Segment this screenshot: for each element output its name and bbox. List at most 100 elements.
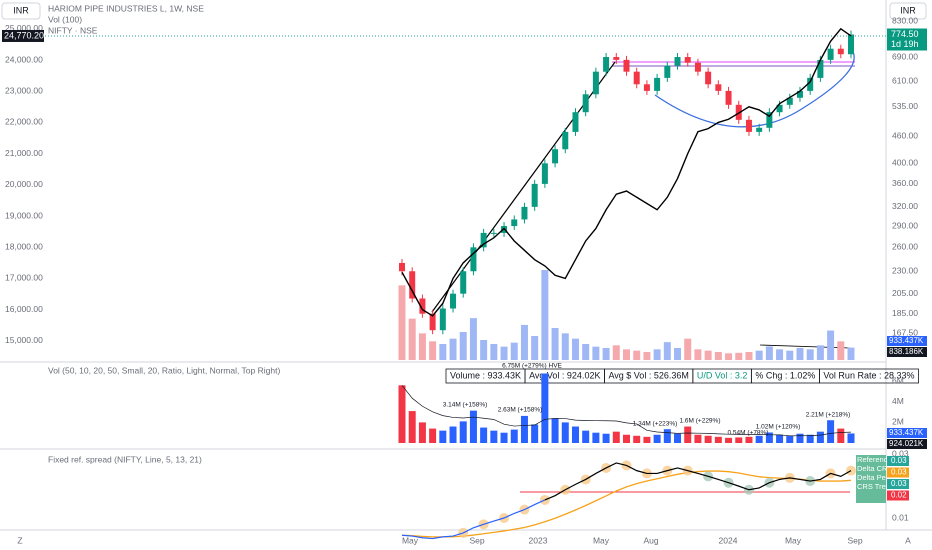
vol-pane-bar: [418, 422, 426, 443]
time-label: May: [402, 535, 419, 545]
volume-bar: [500, 346, 508, 360]
vol-pane-bar: [816, 431, 824, 443]
vol-stat: Volume : 933.43K: [450, 370, 521, 380]
volume-bar: [418, 333, 426, 360]
candle-body: [756, 127, 763, 132]
volume-bar: [561, 333, 569, 360]
vol-annotation: 1.34M (+223%): [633, 421, 678, 428]
vol-annotation: 1.02M (+120%): [756, 424, 801, 431]
volume-bar: [439, 344, 447, 360]
currency-button[interactable]: [889, 2, 927, 20]
last-label-bg: [2, 29, 44, 42]
right-tick-label: 290.00: [892, 220, 918, 230]
candle-body: [592, 71, 599, 95]
volume-bar: [816, 345, 824, 360]
vol-tick-label: 2M: [892, 417, 904, 427]
volume-bar: [469, 318, 477, 360]
volume-bar: [582, 344, 590, 360]
candle-body: [623, 59, 630, 72]
candle-body: [399, 262, 405, 272]
left-tick-label: 18,000.00: [5, 241, 43, 251]
currency-left[interactable]: INR: [13, 5, 29, 15]
vol-pane-bar: [408, 411, 416, 443]
candle-body: [745, 119, 752, 132]
candle-body: [633, 71, 640, 85]
currency-right[interactable]: INR: [900, 5, 916, 15]
left-tick-label: 25,000.00: [5, 23, 43, 33]
volume-bar: [653, 349, 661, 360]
vol-label-bg: [887, 336, 927, 346]
vol-pane-bar: [725, 437, 733, 443]
candle-body: [480, 232, 487, 248]
vol-pane-bar: [602, 433, 610, 443]
volume-bar: [704, 350, 712, 360]
vol-stat: U/D Vol : 3.2: [697, 370, 748, 380]
volume-bar: [776, 349, 784, 360]
candle-body: [817, 59, 824, 78]
vol-stat: Avg $ Vol : 526.36M: [608, 370, 688, 380]
vol-annotation: 1.6M (+229%): [679, 418, 720, 425]
right-tick-label: 690.00: [892, 51, 918, 61]
candle-body: [705, 71, 712, 85]
candle-body: [674, 57, 681, 66]
candle-body: [562, 131, 569, 150]
volume-bar: [429, 341, 437, 360]
right-tick-label: 260.00: [892, 242, 918, 252]
volume-bar: [612, 345, 620, 360]
candle-body: [521, 206, 528, 220]
volume-bar: [520, 324, 528, 360]
candle-body: [439, 308, 446, 331]
time-label: Sep: [469, 535, 484, 545]
left-tick-label: 21,000.00: [5, 148, 43, 158]
spread-value-bg: [887, 479, 909, 489]
volume-bar: [592, 346, 600, 360]
vol-annotation: 3.14M (+158%): [443, 402, 488, 409]
left-tick-label: 22,000.00: [5, 117, 43, 127]
candle-body: [848, 34, 854, 55]
vol-pane-bar: [837, 428, 845, 443]
candle-body: [694, 62, 701, 72]
volume-bar: [449, 338, 457, 360]
left-tick-label: 17,000.00: [5, 273, 43, 283]
vol-stat: Avg Vol : 924.02K: [529, 370, 600, 380]
candle-body: [603, 57, 610, 72]
corner-label[interactable]: Z: [17, 535, 22, 545]
vol-legend: Vol (100): [48, 14, 82, 24]
spread-box: [856, 455, 886, 503]
right-tick-label: 460.00: [892, 130, 918, 140]
candle-body: [541, 163, 548, 184]
candle-body: [470, 247, 477, 272]
spread-line-late: [544, 462, 852, 501]
vol-pane-bar: [745, 436, 753, 443]
time-label: Sep: [847, 535, 862, 545]
volume-bar: [765, 346, 773, 360]
vol-pane-bar: [714, 436, 722, 443]
currency-button[interactable]: [1, 2, 41, 20]
candle-body: [837, 48, 844, 55]
spread-value: 0.03: [891, 468, 907, 477]
time-label: Aug: [643, 535, 658, 545]
volume-bar: [694, 349, 702, 360]
candle-body: [796, 90, 803, 98]
left-tick-label: 20,000.00: [5, 179, 43, 189]
volume-bar: [633, 350, 641, 360]
spread-legend: Fixed ref. spread (NIFTY, Line, 5, 13, 2…: [48, 454, 202, 464]
vol-average: [401, 385, 852, 437]
vol-pane-bar: [735, 437, 743, 443]
vol-tick-label: 4M: [892, 396, 904, 406]
vol-pane-bar: [633, 435, 641, 443]
volume-bar: [663, 342, 671, 360]
volume-bar: [745, 352, 753, 360]
candle-body: [572, 112, 579, 132]
candle-body: [664, 65, 671, 78]
corner-label[interactable]: A: [905, 535, 911, 545]
candle-body: [552, 149, 559, 164]
right-tick-label: 830.00: [892, 15, 918, 25]
vol-pane-bar: [704, 435, 712, 443]
candle-body: [776, 104, 783, 113]
candle-body: [654, 77, 661, 91]
vol-pane-bar: [806, 434, 814, 443]
volume-bar: [786, 350, 794, 360]
volume-bar: [796, 348, 804, 360]
